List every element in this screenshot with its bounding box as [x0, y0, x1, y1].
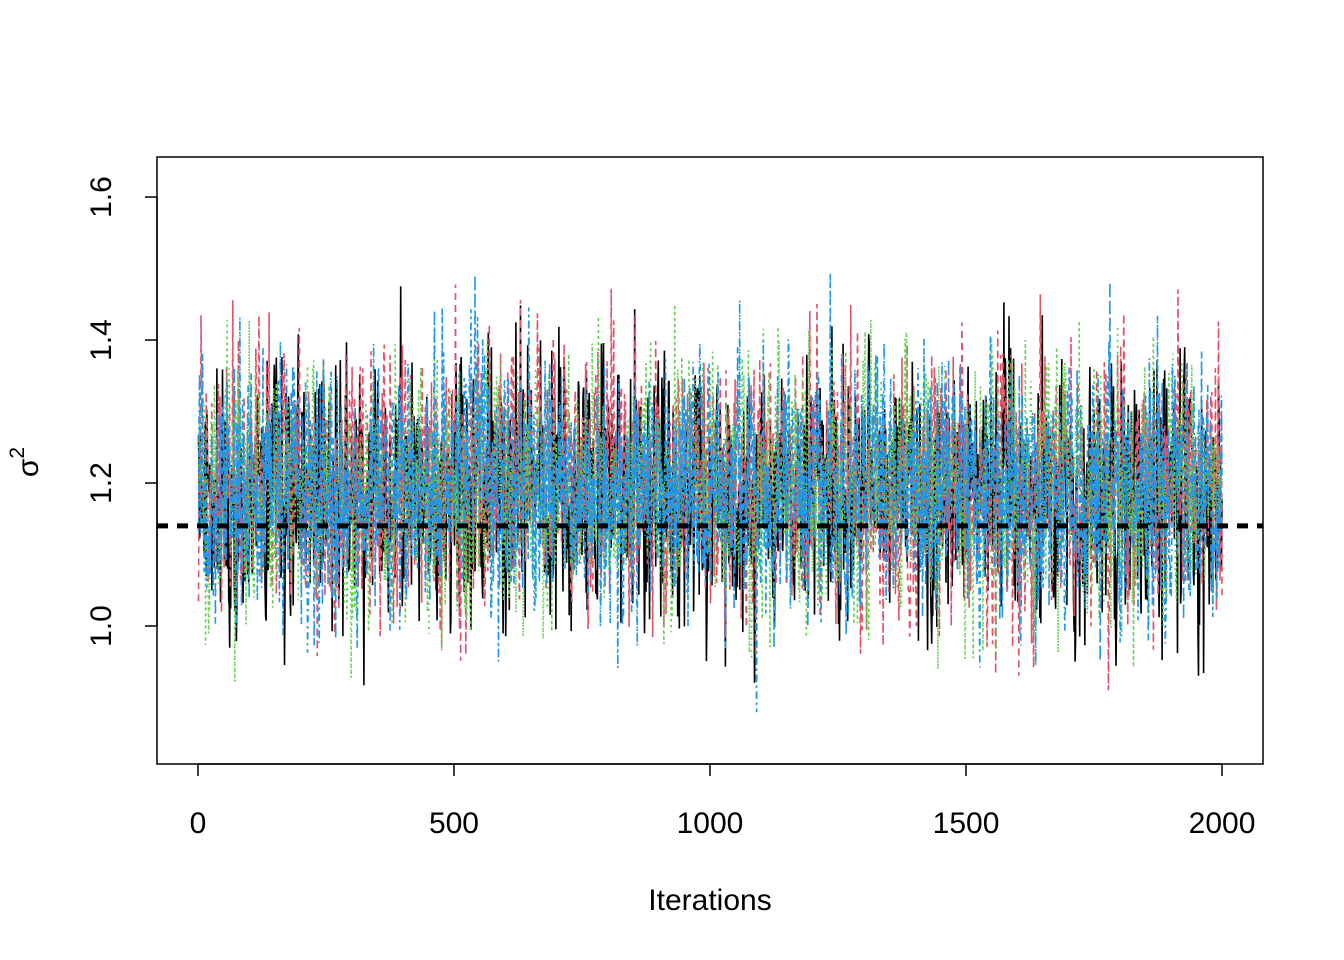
series-layer: [197, 272, 1223, 713]
x-tick-label: 1000: [677, 807, 744, 840]
y-tick-label: 1.6: [85, 176, 118, 218]
y-tick-label: 1.0: [85, 605, 118, 647]
x-tick-label: 500: [429, 807, 479, 840]
y-tick-label: 1.2: [85, 462, 118, 504]
y-axis-label: σ2: [6, 447, 45, 477]
x-tick-label: 2000: [1189, 807, 1256, 840]
series-line-chain-4: [197, 272, 1223, 713]
y-axis: 1.0 1.2 1.4 1.6: [85, 176, 158, 647]
x-axis-label: Iterations: [648, 884, 771, 917]
x-tick-label: 0: [190, 807, 207, 840]
x-axis: 0 500 1000 1500 2000: [190, 763, 1256, 840]
x-tick-label: 1500: [933, 807, 1000, 840]
y-tick-label: 1.4: [85, 319, 118, 361]
